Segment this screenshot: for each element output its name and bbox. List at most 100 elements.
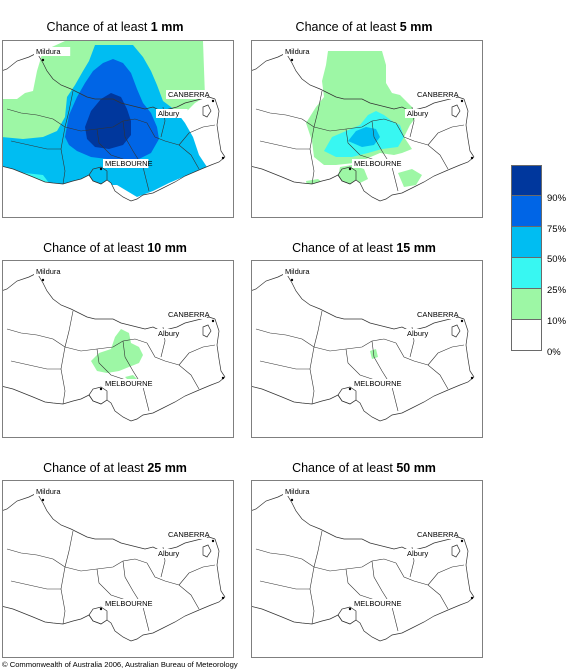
probability-area	[370, 349, 378, 359]
district-boundary	[395, 122, 449, 170]
city-marker	[460, 539, 464, 543]
act-border	[202, 324, 212, 338]
act-border	[451, 324, 461, 338]
state-border	[252, 272, 465, 332]
map-outlines	[252, 52, 475, 202]
city-label: Albury	[407, 329, 429, 338]
port-phillip-bay	[88, 166, 108, 185]
city-marker	[41, 58, 45, 62]
probability-shading	[306, 51, 422, 193]
legend-label-10: 10%	[547, 316, 567, 327]
district-boundary	[146, 562, 200, 610]
district-boundary	[255, 548, 315, 568]
title-prefix: Chance of at least	[43, 461, 144, 475]
city-label-bg	[352, 599, 398, 608]
map-panel-3: Mildura CANBERRA Albury MELBOURNE	[2, 260, 234, 438]
district-boundary	[10, 140, 61, 150]
district-boundary	[427, 564, 465, 586]
map-outlines	[252, 492, 475, 642]
city-label: Mildura	[285, 487, 310, 496]
district-boundary	[64, 338, 148, 352]
state-border	[214, 318, 226, 378]
district-boundary	[395, 342, 449, 390]
state-border	[214, 98, 226, 158]
panel-title-3: Chance of at least 10 mm	[0, 241, 240, 255]
state-border	[463, 538, 475, 598]
state-border	[3, 52, 216, 112]
probability-shading	[3, 41, 207, 197]
district-boundary	[371, 120, 399, 192]
act-border	[451, 544, 461, 558]
act-border	[202, 544, 212, 558]
port-phillip-bay	[88, 606, 108, 625]
city-label-bg	[405, 109, 437, 118]
state-border	[3, 272, 216, 332]
city-label-bg	[166, 90, 207, 99]
city-label-bg	[283, 267, 320, 276]
city-label: MELBOURNE	[105, 599, 153, 608]
point-marker	[221, 376, 225, 380]
district-boundary	[6, 548, 66, 568]
city-label-bg	[34, 487, 71, 496]
port-phillip-bay	[88, 386, 108, 405]
city-label: CANBERRA	[168, 310, 210, 319]
district-boundary	[122, 120, 150, 192]
state-border	[252, 52, 465, 112]
probability-area	[91, 329, 143, 373]
legend-swatch-0	[511, 320, 542, 351]
probability-shading	[91, 329, 143, 385]
title-prefix: Chance of at least	[292, 461, 393, 475]
city-label: CANBERRA	[417, 310, 459, 319]
district-boundary	[178, 564, 216, 586]
city-label: Mildura	[36, 487, 61, 496]
legend-swatch-25	[511, 258, 542, 289]
act-border	[202, 104, 212, 118]
city-label: CANBERRA	[168, 530, 210, 539]
district-boundary	[371, 340, 399, 412]
port-phillip-bay	[337, 606, 357, 625]
legend-label-90: 90%	[547, 193, 567, 204]
district-boundary	[395, 562, 449, 610]
probability-legend	[511, 165, 542, 351]
district-boundary	[371, 560, 399, 632]
district-boundary	[427, 124, 465, 146]
city-label: CANBERRA	[417, 90, 459, 99]
city-label: Albury	[407, 109, 429, 118]
title-amount: 5 mm	[399, 20, 433, 34]
coastline	[252, 156, 475, 202]
district-boundary	[10, 360, 61, 370]
city-label: CANBERRA	[168, 90, 210, 99]
city-label-bg	[34, 267, 71, 276]
city-label-bg	[352, 379, 398, 388]
city-label-bg	[156, 549, 188, 558]
map-panel-5: Mildura CANBERRA Albury MELBOURNE	[2, 480, 234, 658]
probability-area	[85, 93, 131, 149]
point-marker	[221, 596, 225, 600]
city-label-bg	[156, 329, 188, 338]
act-border	[451, 104, 461, 118]
legend-label-25: 25%	[547, 285, 567, 296]
city-label-bg	[103, 159, 149, 168]
city-marker	[99, 607, 103, 611]
coastline	[3, 376, 226, 422]
state-border	[214, 538, 226, 598]
legend-label-75: 75%	[547, 224, 567, 235]
probability-area	[338, 165, 368, 185]
coastline	[252, 596, 475, 642]
state-border	[3, 492, 216, 552]
city-marker	[41, 278, 45, 282]
title-prefix: Chance of at least	[46, 20, 148, 34]
port-phillip-bay	[337, 166, 357, 185]
city-marker	[41, 498, 45, 502]
city-label-bg	[415, 530, 456, 539]
map-panel-6: Mildura CANBERRA Albury MELBOURNE	[251, 480, 483, 658]
city-marker	[290, 278, 294, 282]
district-boundary	[60, 530, 74, 625]
city-marker	[290, 58, 294, 62]
district-boundary	[313, 338, 397, 352]
city-label: MELBOURNE	[354, 599, 402, 608]
probability-area	[398, 169, 422, 187]
title-amount: 10 mm	[147, 241, 187, 255]
district-boundary	[259, 580, 310, 590]
district-boundary	[309, 90, 323, 185]
